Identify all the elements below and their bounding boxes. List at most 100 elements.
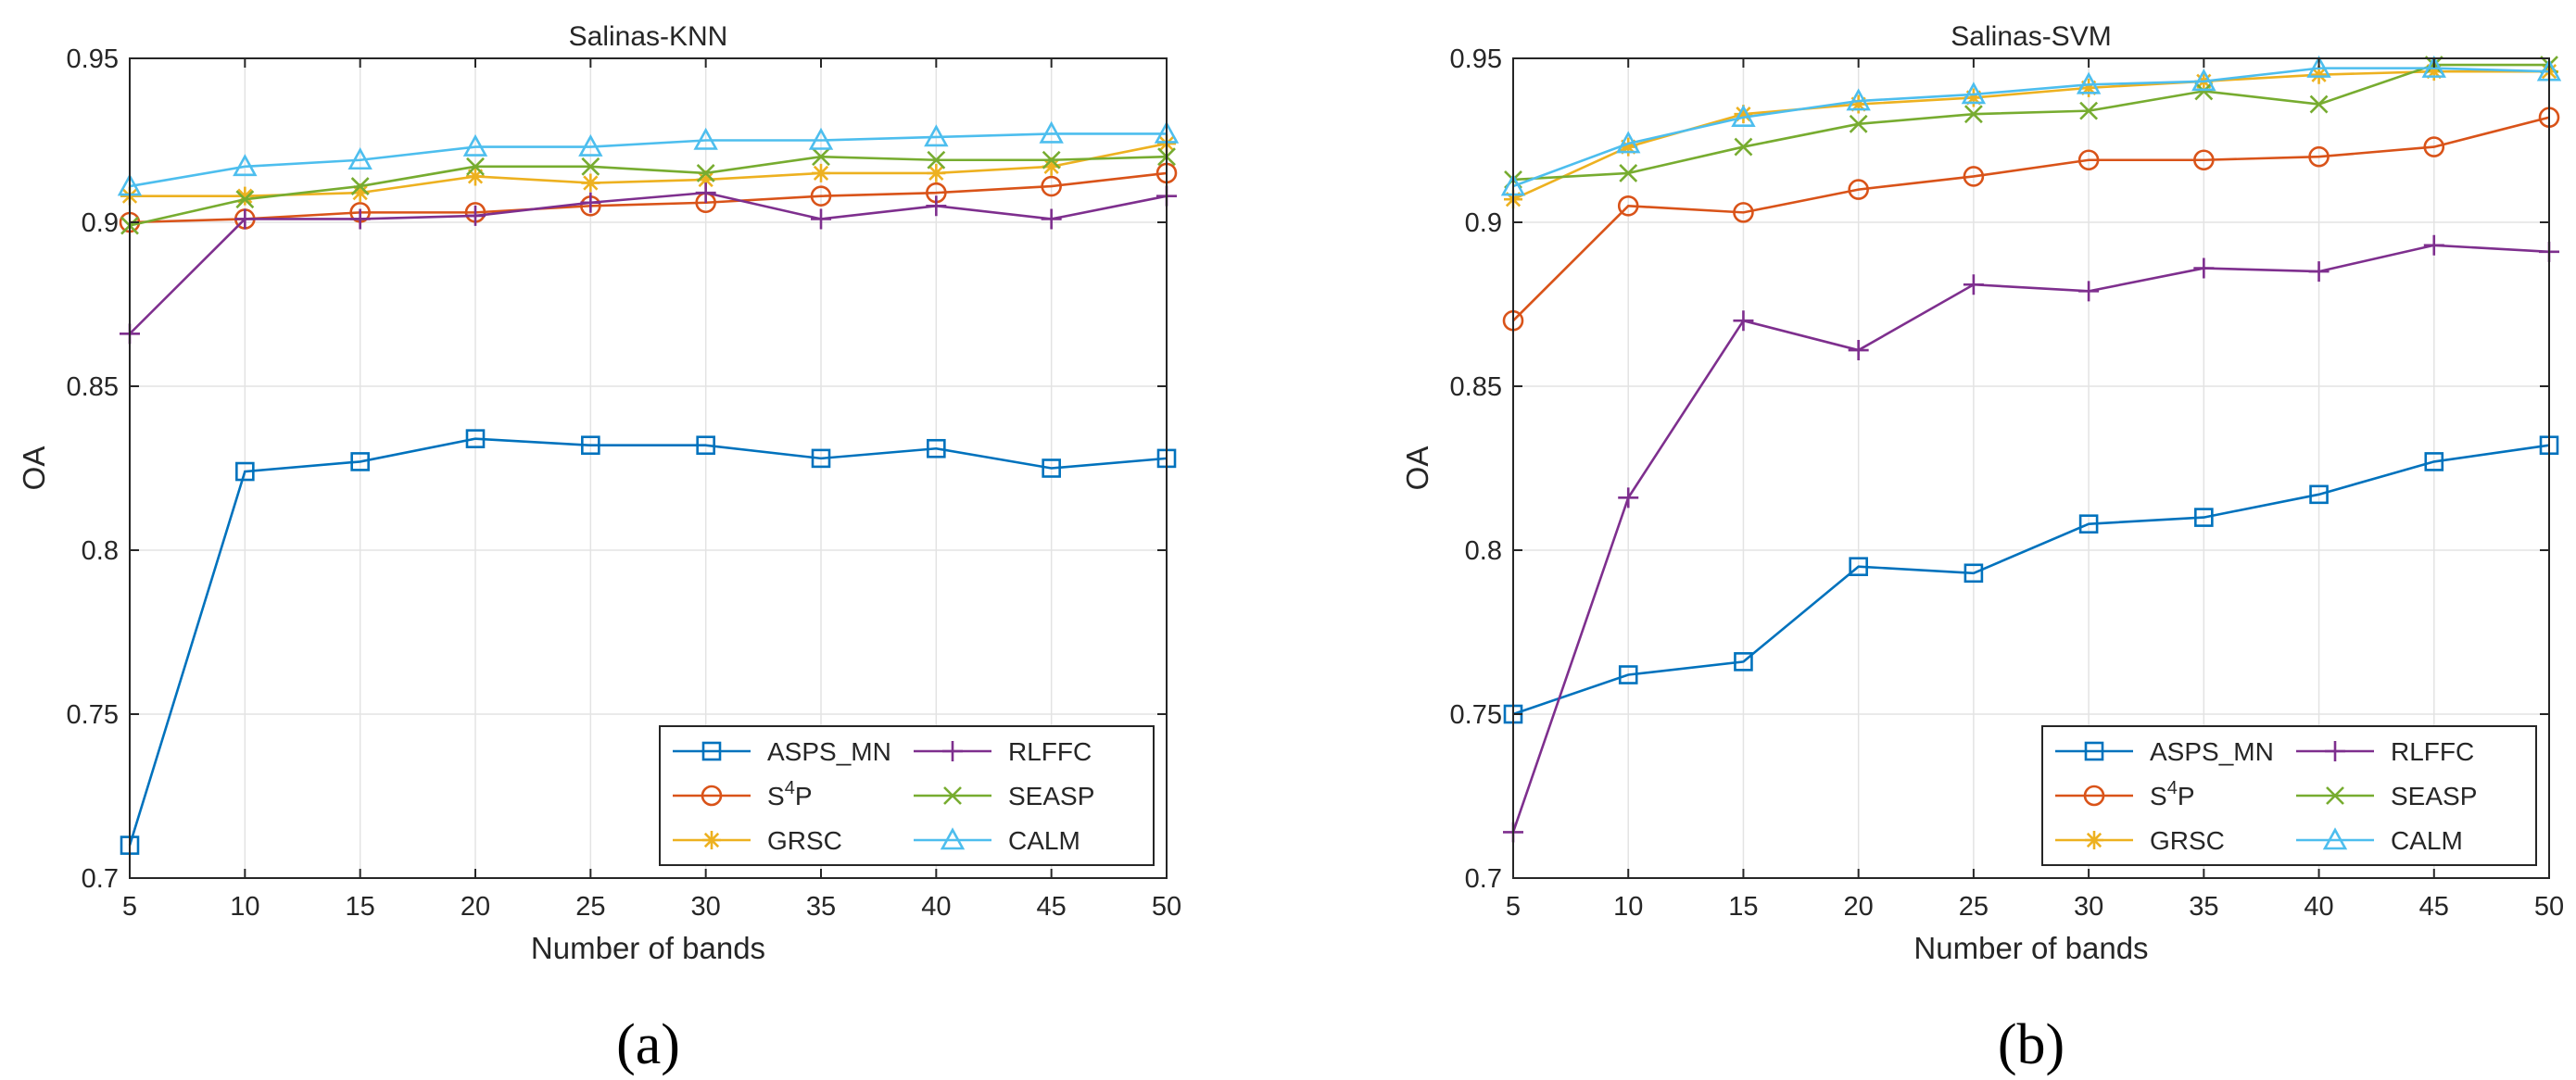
- data-point: [1618, 487, 1639, 509]
- y-tick-label: 0.9: [82, 208, 119, 238]
- data-point: [462, 133, 488, 157]
- data-point: [350, 183, 370, 203]
- data-point: [466, 157, 485, 176]
- data-point: [1733, 202, 1754, 223]
- x-tick-label: 20: [461, 892, 490, 922]
- legend-label: RLFFC: [1008, 737, 1092, 766]
- x-axis-label: Number of bands: [531, 931, 765, 965]
- data-point: [1617, 195, 1639, 217]
- data-point: [1849, 94, 1868, 114]
- legend-entry: ASPS_MN: [673, 737, 891, 766]
- legend-entry: S4P: [2055, 778, 2195, 810]
- chart-title: Salinas-KNN: [569, 21, 728, 52]
- legend-label: SEASP: [1008, 782, 1094, 810]
- legend-marker: [942, 741, 963, 761]
- data-point: [2193, 149, 2215, 171]
- data-point: [581, 173, 600, 193]
- series-line: [1512, 67, 2550, 188]
- data-point: [2309, 65, 2329, 84]
- data-point: [2076, 71, 2102, 94]
- data-point: [811, 448, 831, 469]
- y-tick-label: 0.95: [67, 44, 119, 74]
- data-point: [1041, 175, 1062, 197]
- legend-marker: [701, 741, 722, 761]
- y-tick-label: 0.75: [67, 700, 119, 730]
- data-point: [347, 147, 373, 170]
- data-point: [1041, 208, 1062, 230]
- chart-panel-2: 5 10 15 20 25 30 35 40 45 50 0.7 0.75 0.8 0.85 0.9 0.95…: [1400, 21, 2564, 1076]
- legend-marker: [701, 785, 723, 807]
- data-point: [465, 205, 486, 226]
- series-calm: [1500, 55, 2562, 196]
- data-point: [2193, 257, 2215, 279]
- data-point: [2423, 136, 2445, 157]
- data-point: [1963, 274, 1984, 295]
- legend-marker: [2326, 786, 2344, 805]
- data-point: [696, 170, 715, 189]
- data-point: [350, 452, 370, 471]
- data-point: [2309, 94, 2329, 114]
- data-point: [2194, 508, 2214, 527]
- series-line: [129, 132, 1167, 188]
- data-point: [2194, 82, 2214, 101]
- data-point: [1733, 310, 1754, 332]
- series-line: [129, 171, 1168, 224]
- data-point: [1734, 137, 1753, 157]
- legend-marker: [2322, 827, 2348, 850]
- legend-label: S4P: [767, 778, 813, 810]
- x-tick-label: 25: [1959, 892, 1989, 922]
- data-point: [810, 185, 832, 207]
- data-point: [466, 167, 485, 186]
- data-point: [696, 435, 715, 456]
- x-tick-label: 25: [575, 892, 605, 922]
- axes-box: [1512, 57, 2550, 879]
- data-point: [812, 163, 830, 182]
- data-point: [696, 163, 715, 182]
- data-point: [924, 124, 949, 147]
- data-point: [927, 163, 946, 182]
- data-point: [1734, 652, 1753, 672]
- x-tick-label: 45: [1037, 892, 1067, 922]
- chart-title: Salinas-SVM: [1951, 21, 2111, 52]
- legend-entry: CALM: [914, 826, 1080, 855]
- data-point: [926, 195, 947, 217]
- data-point: [2077, 149, 2100, 171]
- series-seasp: [120, 147, 1176, 235]
- data-point: [581, 435, 600, 456]
- x-tick-label: 30: [691, 892, 721, 922]
- data-point: [2308, 261, 2330, 283]
- data-point: [349, 208, 371, 230]
- y-tick-label: 0.9: [1465, 208, 1502, 238]
- legend-marker: [2085, 831, 2103, 849]
- data-point: [233, 154, 258, 177]
- y-tick-label: 0.85: [67, 372, 119, 402]
- data-point: [2079, 78, 2099, 97]
- x-tick-label: 5: [1506, 892, 1521, 922]
- data-point: [1619, 137, 1638, 157]
- x-tick-label: 45: [2419, 892, 2449, 922]
- chart-panel-1: 5 10 15 20 25 30 35 40 45 50 0.7 0.75 0.8 0.85 0.9 0.95…: [17, 21, 1181, 1076]
- series-asps-mn: [1503, 435, 2559, 724]
- x-tick-label: 40: [2304, 892, 2333, 922]
- data-point: [2423, 234, 2444, 256]
- data-point: [350, 177, 370, 195]
- y-axis-label: OA: [17, 446, 51, 491]
- legend-marker: [943, 786, 962, 805]
- series-line: [1512, 116, 2550, 322]
- series-line: [1512, 63, 2549, 182]
- legend-label: CALM: [1008, 826, 1080, 855]
- data-point: [1848, 340, 1869, 361]
- legend-label: S4P: [2150, 778, 2195, 810]
- legend: ASPS_MN RLFFC S4P SEASP GRSC CALM: [2041, 725, 2537, 866]
- y-tick-label: 0.8: [1465, 536, 1502, 566]
- legend-entry: S4P: [673, 778, 813, 810]
- data-point: [2079, 101, 2099, 120]
- y-tick-label: 0.7: [82, 864, 119, 894]
- series-line: [130, 142, 1168, 197]
- y-tick-label: 0.7: [1465, 864, 1502, 894]
- data-point: [2424, 62, 2443, 82]
- series-calm: [117, 120, 1180, 196]
- data-point: [1964, 105, 1983, 124]
- data-point: [2078, 281, 2100, 302]
